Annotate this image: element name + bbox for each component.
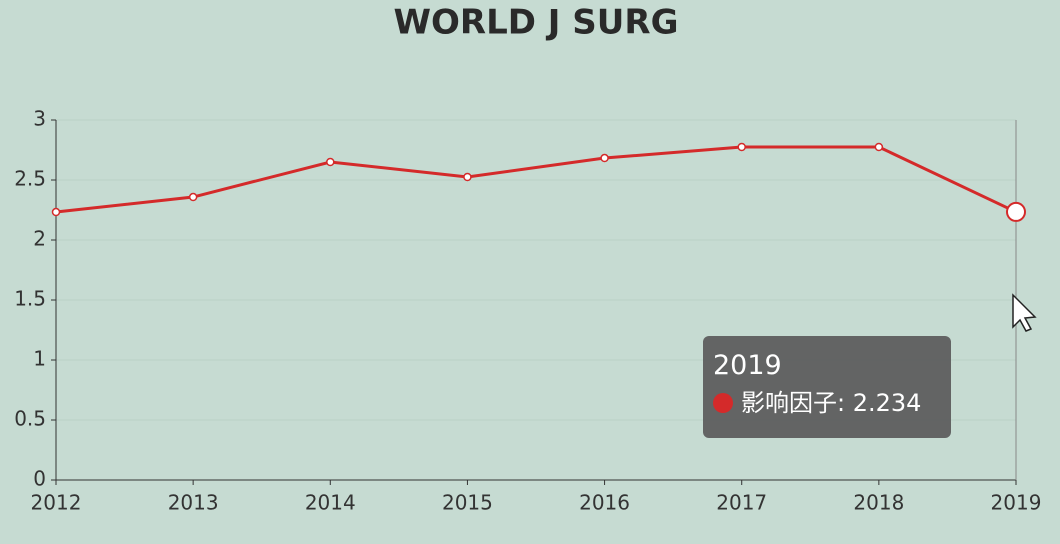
chart-title: WORLD J SURG (394, 3, 679, 43)
x-tick-label: 2015 (442, 491, 493, 515)
x-tick-label: 2013 (168, 491, 219, 515)
x-tick-label: 2016 (579, 491, 630, 515)
y-tick-label: 1 (33, 347, 46, 371)
y-tick-label: 3 (33, 107, 46, 131)
point (600, 153, 609, 163)
tooltip-title: 2019 (713, 350, 782, 381)
point (188, 192, 198, 202)
x-tick-label: 2019 (991, 491, 1042, 515)
point (1006, 201, 1026, 222)
point (326, 157, 335, 167)
y-tick-label: 2.5 (14, 167, 46, 191)
line (55, 145, 1017, 214)
y-tick-label: 0 (33, 467, 46, 491)
x-tick-label: 2014 (305, 491, 356, 515)
point (463, 172, 472, 182)
point (51, 207, 61, 217)
tooltip-dot (713, 393, 733, 413)
x-tick-label: 2018 (853, 491, 904, 515)
x-tick-label: 2012 (31, 491, 82, 515)
cursor (1012, 293, 1037, 332)
y-tick-label: 2 (33, 227, 46, 251)
tooltip: 2019 影响因子: 2.234 (703, 336, 951, 438)
point (874, 142, 884, 152)
y-tick-label: 1.5 (14, 287, 46, 311)
point (737, 142, 746, 152)
x-tick-label: 2017 (716, 491, 767, 515)
y-tick-label: 0.5 (14, 407, 46, 431)
tooltip-row: 影响因子: 2.234 (713, 384, 941, 422)
tooltip-text: 影响因子: 2.234 (741, 389, 922, 417)
